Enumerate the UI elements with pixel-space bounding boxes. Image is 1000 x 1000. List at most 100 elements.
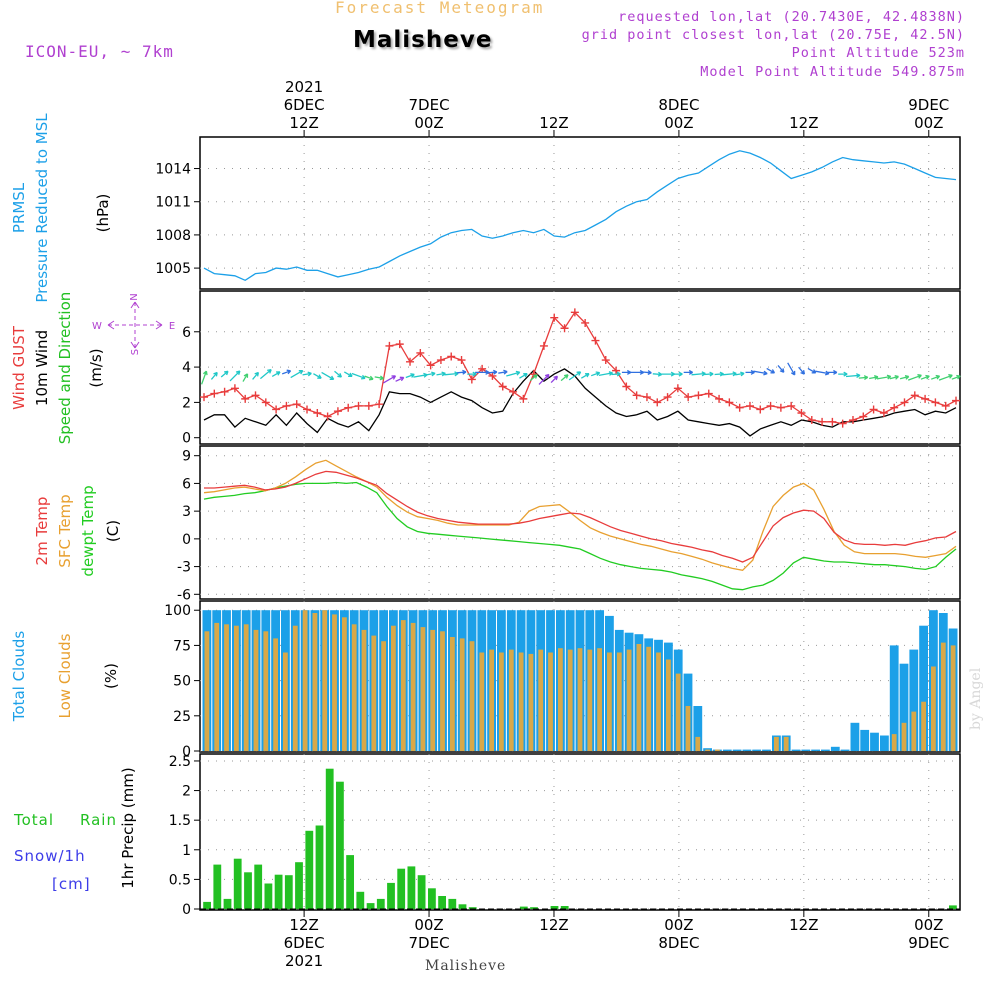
low-clouds-bar [656,652,661,751]
wind-direction-arrow [798,366,806,375]
low-clouds-bar [911,711,917,751]
bottom-time-label: 6DEC [284,934,325,952]
low-clouds-bar [234,625,239,751]
bottom-time-label: 12Z [539,916,568,934]
low-clouds-bar [283,652,288,751]
clouds-low-label: Low Clouds [56,633,74,718]
wind-direction-arrow [590,371,601,377]
rain-bar [387,882,395,909]
sfc-temp-line [203,459,957,572]
top-time-label: 8DEC [658,96,699,114]
wind-direction-arrow [580,373,590,379]
temperature-ytick-label: 3 [182,504,191,520]
wind-gust-marker [282,401,291,410]
rain-bar [550,906,559,909]
rain-bar [284,875,293,909]
temperature-ytick-label: 0 [182,532,191,548]
total-clouds-bar [919,625,928,751]
wind-direction-arrow [259,368,272,380]
temp-unit: (C) [104,520,122,542]
bottom-time-label: 7DEC [409,934,450,952]
low-clouds-bar [371,635,377,751]
wind-gust-marker [869,405,878,414]
low-clouds-bar [891,734,897,751]
wind-direction-arrow [457,369,467,375]
temp-sfc-label: SFC Temp [56,494,74,567]
wind-direction-arrow [506,370,521,377]
total-clouds-bar [880,735,889,751]
rain-bar [560,906,569,909]
top-time-label: 2021 [285,78,323,96]
precip-ytick-label: 0 [182,902,191,918]
top-time-label: 00Z [664,114,693,132]
clouds-unit: (%) [102,663,120,689]
wind-gust-marker [632,391,641,400]
wind-gust-marker [529,370,538,379]
wind-direction-arrow [405,373,415,379]
wind-direction-arrow [426,371,436,377]
wind-gust-marker [406,357,415,366]
wind-direction-arrow [598,371,614,377]
compass-w: W [92,321,102,332]
low-clouds-bar [666,659,671,751]
temperature-ytick-label: -6 [177,587,191,603]
wind-direction-arrow [652,371,663,377]
wind-direction-arrow [907,374,922,381]
wind-gust-marker [900,398,909,407]
wind-gust-marker [261,398,270,407]
pressure-ytick-label: 1011 [155,195,191,211]
low-clouds-bar [901,722,907,751]
top-time-label: 12Z [789,114,818,132]
wind-ytick-label: 0 [182,431,191,447]
top-time-label: 7DEC [409,96,450,114]
rain-bar [346,855,354,909]
total-clouds-bar [762,749,771,751]
wind-direction-arrow [807,367,817,374]
wind-gust-marker [818,417,827,426]
wind-ytick-label: 4 [182,360,191,376]
low-clouds-bar [931,666,936,751]
wind-gust-marker [354,401,363,410]
low-clouds-bar [774,736,779,751]
low-clouds-bar [577,648,583,751]
low-clouds-bar [705,749,710,751]
wind-direction-arrow [704,371,714,377]
clouds-ytick-label: 0 [182,744,191,760]
precip-panel-frame [199,753,961,911]
top-time-label: 12Z [289,114,318,132]
low-clouds-bar [587,649,593,751]
wind-gust-marker [498,382,507,391]
wind-direction-arrow [271,371,281,377]
dewpoint-line [203,481,957,591]
low-clouds-bar [538,649,544,751]
total-clouds-bar [909,649,919,751]
precip-ytick-label: 2 [182,784,191,800]
low-clouds-bar [400,620,406,751]
top-time-label: 00Z [914,114,943,132]
temp-dewpt-label: dewpt Temp [79,485,97,576]
wind-gust-marker [859,412,868,421]
precip-snow-label: Snow/1h [14,847,86,865]
wind-gust-marker [375,400,384,409]
total-clouds-bar [899,663,909,751]
clouds-ytick-label: 100 [164,603,191,619]
bottom-time-label: 8DEC [658,934,699,952]
low-clouds-bar [675,673,681,751]
wind-direction-arrow [560,374,569,382]
low-clouds-bar [322,610,328,751]
wind-direction-arrow [845,373,861,379]
total-clouds-bar [870,732,879,751]
wind-direction-arrow [938,374,953,381]
wind-direction-arrow [827,369,838,375]
wind-gust-marker [241,394,250,403]
rain-bar [325,768,334,909]
rain-bar [949,905,957,909]
pressure-ytick-label: 1008 [155,228,191,244]
low-clouds-bar [518,652,524,751]
rain-bar [233,858,242,909]
wind-gust-marker [797,408,806,417]
total-clouds-bar [830,746,840,751]
wind-direction-arrow [281,369,292,375]
temp-2m-line [204,470,957,563]
wind-gust-marker [735,403,744,412]
